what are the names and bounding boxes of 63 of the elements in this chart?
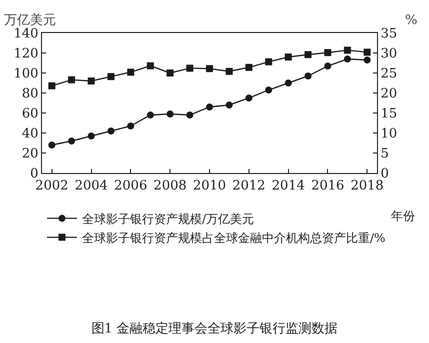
point: [88, 78, 95, 84]
point: [68, 76, 76, 84]
point: [127, 68, 134, 76]
point: [284, 54, 292, 60]
legend-label: 全球影子银行资产规模占全球金融中介机构总资产比重/%: [82, 230, 386, 245]
legend-label: 全球影子银行资产规模/万亿美元: [82, 212, 254, 226]
point: [186, 112, 194, 118]
point: [364, 56, 371, 64]
x-tick-label: 2012: [232, 178, 266, 194]
point: [166, 70, 174, 76]
y-tick-label: 20: [22, 146, 38, 162]
y2-tick-label: 10: [380, 126, 398, 142]
point: [226, 102, 233, 108]
point: [265, 86, 272, 94]
point: [68, 138, 76, 144]
y2-tick-label: 20: [380, 86, 398, 102]
y2-tick-label: 25: [380, 66, 398, 82]
point: [344, 56, 351, 62]
y-tick-label: 120: [14, 46, 38, 62]
y2-tick-label: 5: [380, 146, 389, 162]
y2-tick-label: 15: [380, 106, 398, 122]
point: [226, 68, 233, 75]
point: [206, 104, 213, 110]
point: [107, 73, 114, 80]
text: 图1 金融稳定理事会全球影子银行监测数据: [91, 322, 338, 337]
y-axis-title: 万亿美元: [4, 12, 56, 28]
x-axis-title: 年份: [391, 209, 415, 223]
point: [284, 80, 292, 86]
y2-tick-label: 30: [380, 46, 398, 62]
point: [48, 82, 56, 90]
point: [107, 128, 114, 134]
point: [364, 48, 371, 56]
x-tick-label: 2002: [35, 178, 68, 194]
point: [206, 65, 213, 72]
x-tick-label: 2008: [154, 178, 187, 194]
y-tick-label: 100: [14, 66, 38, 82]
y2-tick-label: 35: [380, 26, 398, 42]
point: [186, 64, 194, 72]
point: [265, 58, 272, 66]
y-tick-label: 60: [22, 106, 38, 122]
point: [166, 110, 174, 118]
y2-axis-title: %: [405, 13, 418, 28]
x-tick-label: 2004: [74, 178, 108, 194]
point: [324, 49, 332, 56]
x-tick-label: 2016: [311, 178, 344, 194]
point: [245, 64, 252, 71]
point: [127, 122, 134, 130]
x-tick-label: 2014: [272, 178, 305, 194]
x-tick-label: 2006: [114, 178, 148, 194]
point: [146, 62, 154, 70]
y-tick-label: 80: [22, 86, 38, 102]
y-tick-label: 40: [22, 126, 38, 142]
point: [48, 142, 56, 148]
x-tick-label: 2018: [350, 178, 384, 194]
point: [304, 72, 312, 80]
y-tick-label: 140: [14, 26, 38, 42]
point: [304, 51, 312, 58]
point: [146, 112, 154, 118]
point: [344, 46, 351, 54]
point: [245, 94, 252, 102]
point: [88, 132, 95, 140]
x-tick-label: 2010: [192, 178, 226, 194]
point: [324, 62, 332, 70]
